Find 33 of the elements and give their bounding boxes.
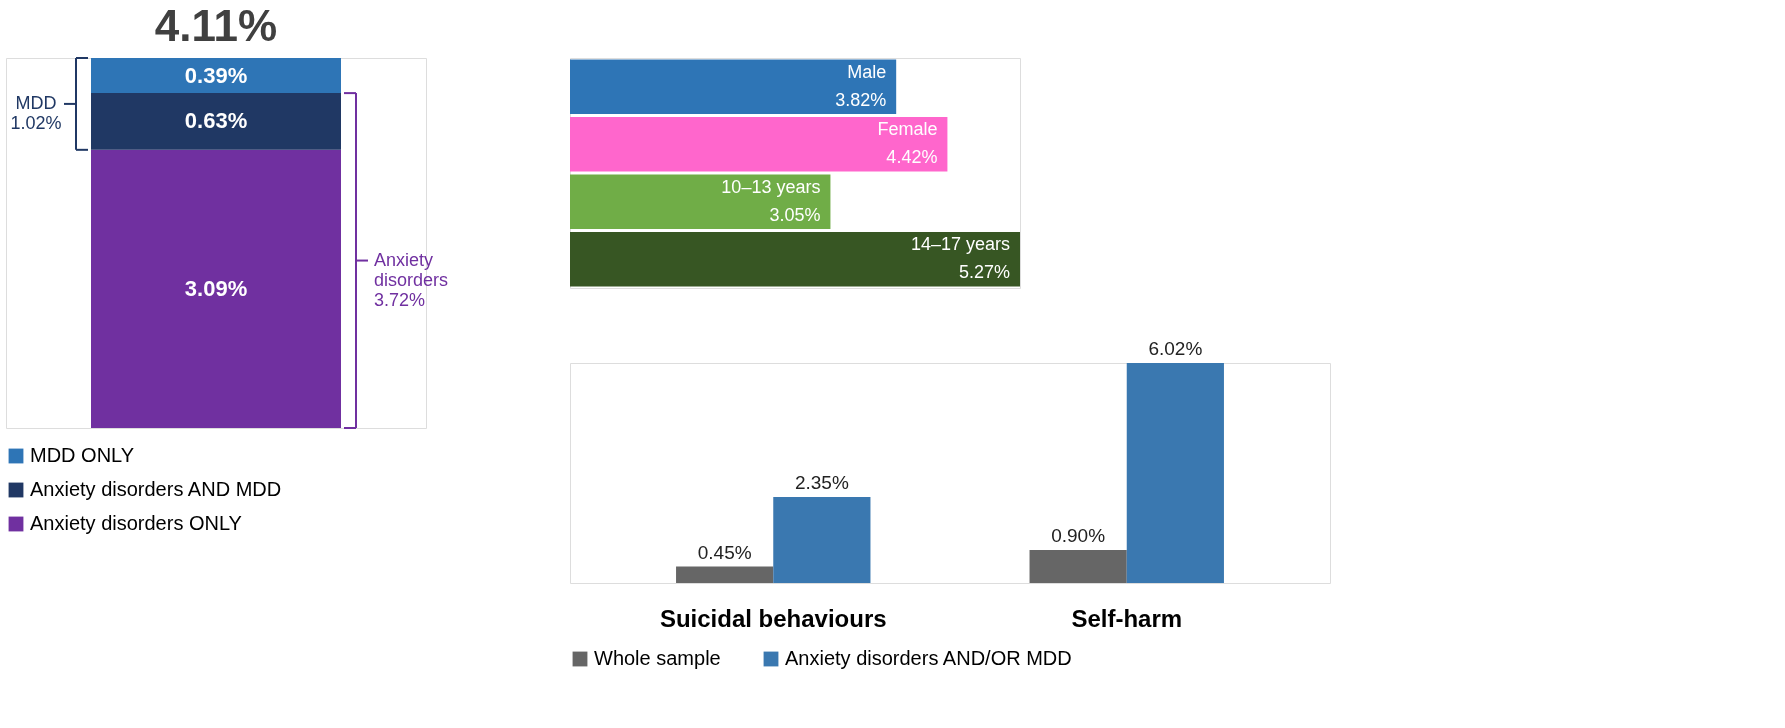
bar — [1126, 363, 1224, 583]
data-label: 6.02% — [1148, 338, 1203, 359]
data-label: 0.45% — [697, 541, 752, 563]
data-label: 3.82% — [835, 89, 887, 110]
x-tick-label: Suicidal behaviours — [659, 604, 887, 632]
data-label: 0.90% — [1051, 525, 1106, 547]
bar — [1029, 550, 1127, 583]
text: MDD 1.02% — [10, 92, 62, 133]
bar — [570, 174, 831, 230]
legend-label: Anxiety disorders AND/OR MDD — [785, 647, 1072, 669]
legend-label: Anxiety disorders AND MDD — [30, 478, 282, 500]
data-label: 2.35% — [794, 472, 849, 494]
data-label: 0.63% — [184, 108, 248, 134]
bar — [570, 59, 897, 115]
total-label: 4.11% — [154, 1, 278, 50]
y-tick-label: 14–17 years — [910, 234, 1010, 255]
data-label: 3.09% — [184, 275, 248, 301]
legend-label: MDD ONLY — [30, 444, 135, 466]
data-label: 5.27% — [958, 262, 1010, 283]
bar — [676, 566, 774, 583]
legend-label: Whole sample — [594, 647, 721, 669]
data-label: 0.39% — [184, 62, 248, 88]
legend-label: Anxiety disorders ONLY — [30, 512, 242, 534]
y-tick-label: 10–13 years — [721, 176, 821, 197]
data-label: 3.05% — [769, 204, 821, 225]
bar — [773, 497, 871, 583]
bar — [570, 116, 948, 172]
x-tick-label: Self-harm — [1071, 604, 1183, 632]
y-tick-label: Female — [877, 119, 938, 140]
bar — [570, 231, 1020, 287]
data-label: 4.42% — [886, 147, 938, 168]
text: Anxiety disorders 3.72% — [374, 249, 449, 310]
y-tick-label: Male — [847, 61, 887, 82]
